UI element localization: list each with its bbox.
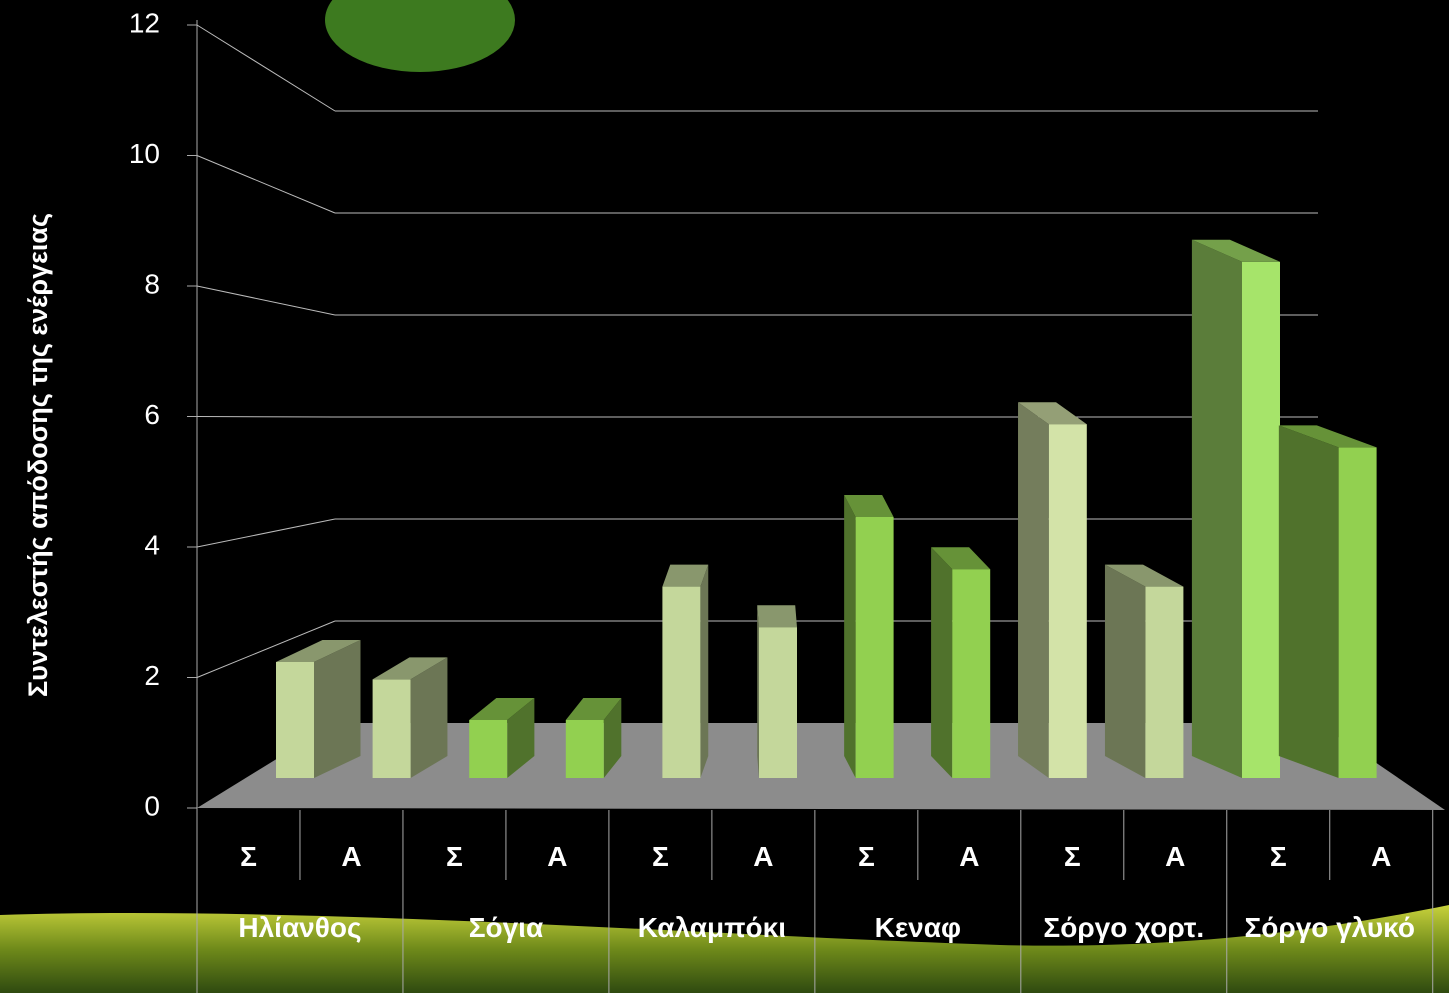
bar-top	[757, 605, 797, 628]
bar	[1242, 261, 1280, 778]
bar	[1048, 424, 1087, 778]
bar-top	[662, 564, 709, 587]
y-tick-label: 2	[144, 660, 160, 691]
bar-side	[757, 605, 759, 778]
y-tick-label: 12	[129, 7, 160, 38]
x-tick-label: Σ	[446, 841, 463, 872]
grid-line	[196, 24, 336, 112]
bar-top	[469, 698, 535, 720]
x-tick-label: Σ	[240, 841, 257, 872]
x-tick-label: Α	[341, 841, 362, 872]
x-tick-label: Α	[959, 841, 980, 872]
bar-top	[1191, 239, 1280, 262]
bar-top	[1104, 564, 1184, 587]
bar-side	[507, 698, 535, 778]
bar-top	[844, 495, 894, 517]
decor-plant	[325, 0, 515, 72]
x-tick-label: Σ	[651, 841, 669, 872]
x-tick-label: Σ	[857, 841, 875, 872]
bar	[855, 517, 894, 778]
bar-side	[410, 657, 448, 778]
grid-line	[196, 620, 336, 678]
bar-side	[931, 547, 953, 778]
grid-line	[196, 155, 336, 214]
bar-side	[700, 564, 709, 778]
bar-top	[372, 657, 448, 680]
bar	[469, 720, 508, 778]
bar-top	[276, 640, 361, 662]
group-label: Ηλίανθος	[238, 912, 362, 943]
bar-top	[565, 698, 622, 720]
group-label: Σόγια	[468, 912, 544, 943]
bar	[276, 662, 314, 778]
bar	[565, 720, 604, 778]
grid-line	[196, 416, 336, 418]
bar	[1338, 447, 1377, 778]
grid-line	[196, 285, 336, 316]
y-tick-label: 8	[144, 268, 160, 299]
x-tick-label: Α	[1165, 841, 1186, 872]
bar	[372, 679, 411, 778]
bar-side	[1191, 239, 1242, 779]
x-tick-label: Α	[547, 841, 568, 872]
bar	[662, 586, 701, 778]
decor-band	[0, 905, 1449, 993]
y-tick-label: 6	[144, 399, 160, 430]
y-tick-label: 0	[144, 790, 160, 821]
bar	[1145, 586, 1184, 778]
y-tick-label: 4	[144, 529, 160, 560]
x-tick-label: Σ	[1063, 841, 1081, 872]
bar-side	[1018, 402, 1049, 778]
bar-top	[931, 547, 991, 570]
y-axis-title: Συντελεστής απόδοσης της ενέργειας	[23, 213, 53, 697]
group-label: Σόργο χορτ.	[1043, 912, 1205, 943]
bar-top	[1018, 402, 1087, 425]
bar	[759, 627, 797, 778]
bar-side	[603, 698, 622, 778]
x-tick-label: Α	[753, 841, 774, 872]
bar	[952, 569, 991, 778]
bar-side	[314, 640, 361, 778]
x-tick-label: Α	[1371, 841, 1392, 872]
group-label: Καλαμπόκι	[637, 912, 787, 943]
bar-side	[1104, 564, 1146, 778]
y-tick-label: 10	[129, 138, 160, 169]
bar-top	[1278, 425, 1377, 448]
bar-side	[844, 495, 856, 778]
bar-side	[1278, 425, 1339, 778]
x-tick-label: Σ	[1269, 841, 1287, 872]
group-label: Κεναφ	[874, 912, 961, 943]
grid-line	[196, 518, 336, 548]
group-label: Σόργο γλυκό	[1244, 912, 1415, 943]
